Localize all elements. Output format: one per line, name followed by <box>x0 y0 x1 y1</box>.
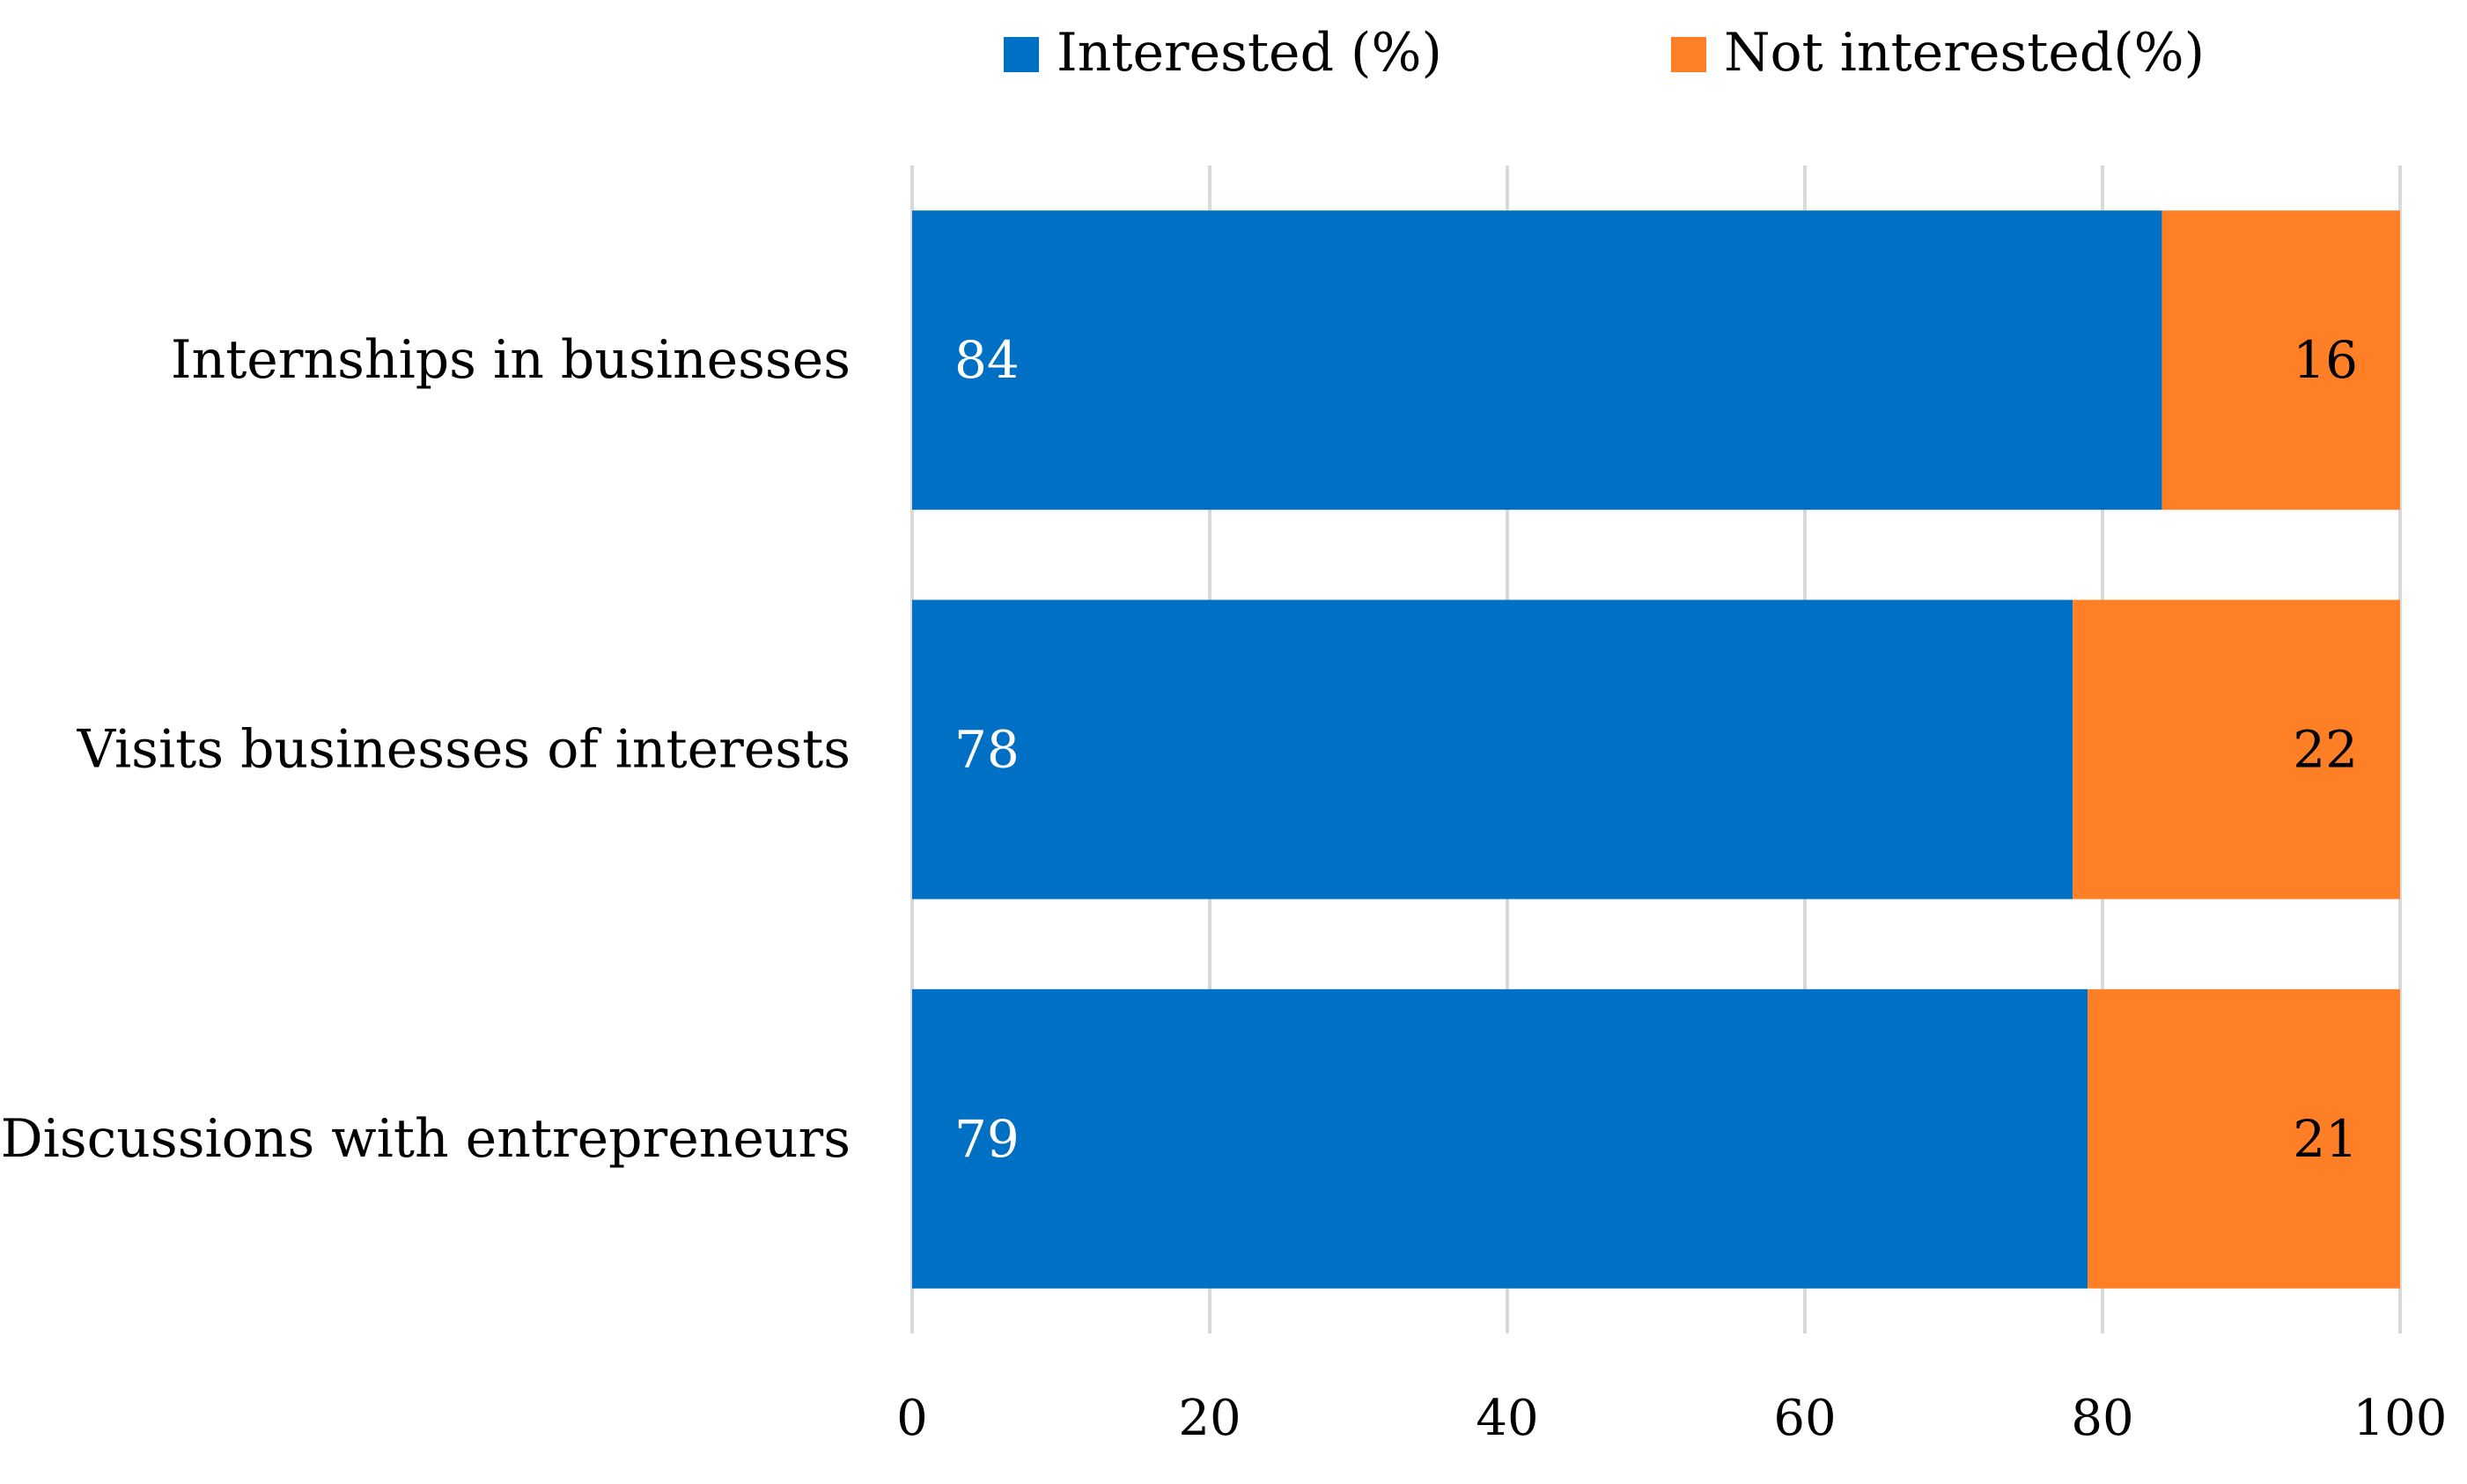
category-label: Discussions with entrepreneurs <box>1 1108 851 1170</box>
bar-interested <box>912 599 2073 900</box>
x-tick-label: 20 <box>1178 1390 1241 1447</box>
data-labels: 84 16 78 22 79 21 <box>954 330 2358 1169</box>
data-label: 16 <box>2293 330 2358 390</box>
data-label: 22 <box>2293 720 2358 780</box>
bar-not-interested <box>2073 599 2400 900</box>
bar-interested <box>912 210 2162 511</box>
x-tick-label: 0 <box>896 1390 928 1447</box>
data-label: 84 <box>954 330 1020 390</box>
data-label: 79 <box>954 1109 1020 1169</box>
data-label: 78 <box>954 720 1020 780</box>
legend: Interested (%) Not interested(%) <box>1004 22 2205 84</box>
bar-not-interested <box>2161 210 2400 511</box>
x-tick-label: 40 <box>1476 1390 1538 1447</box>
x-tick-label: 80 <box>2071 1390 2133 1447</box>
legend-label: Not interested(%) <box>1724 22 2205 84</box>
bar-interested <box>912 988 2088 1289</box>
x-tick-label: 60 <box>1773 1390 1836 1447</box>
bars <box>912 210 2400 1289</box>
x-axis-ticks: 0 20 40 60 80 100 <box>896 1390 2447 1447</box>
legend-swatch <box>1004 37 1039 72</box>
bar-not-interested <box>2088 988 2400 1289</box>
category-label: Visits businesses of interests <box>77 719 851 781</box>
x-tick-label: 100 <box>2353 1390 2448 1447</box>
legend-label: Interested (%) <box>1057 22 1442 84</box>
y-axis-categories: Internships in businesses Visits business… <box>1 329 851 1170</box>
data-label: 21 <box>2293 1109 2358 1169</box>
category-label: Internships in businesses <box>171 329 851 391</box>
legend-swatch <box>1671 37 1706 72</box>
